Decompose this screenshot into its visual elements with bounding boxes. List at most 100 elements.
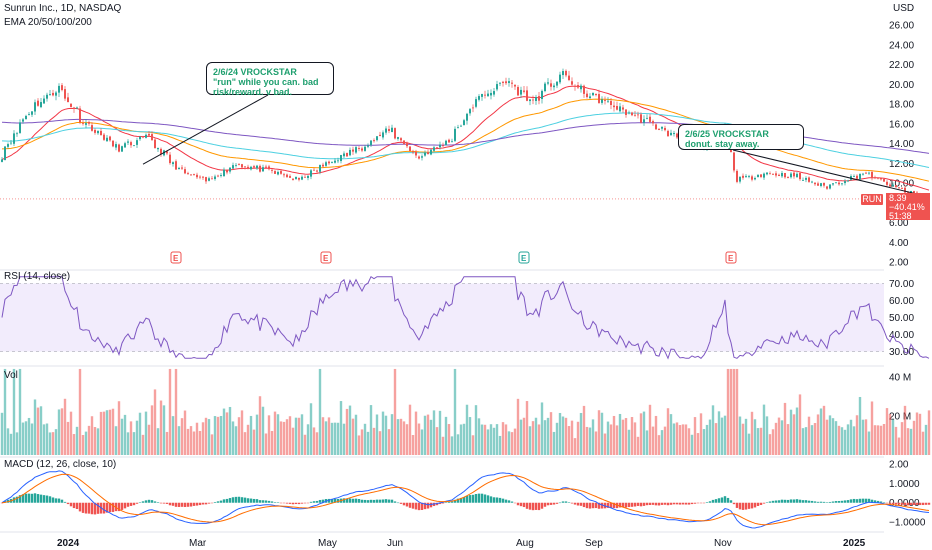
macd-histogram-bar <box>777 500 781 503</box>
macd-histogram-bar <box>624 502 628 508</box>
candle-body <box>226 170 228 173</box>
volume-bar <box>102 411 106 455</box>
annotation-2025[interactable]: 2/6/25 VROCKSTAR donut. stay away. <box>678 124 804 150</box>
candle-body <box>370 140 372 146</box>
volume-bar <box>600 412 604 455</box>
volume-bar <box>855 415 859 455</box>
candle-body <box>658 128 660 130</box>
macd-histogram-bar <box>522 502 526 508</box>
volume-bar <box>705 424 709 455</box>
candle-body <box>265 166 267 168</box>
macd-histogram-bar <box>549 502 553 505</box>
volume-bar <box>210 434 214 455</box>
candle-body <box>538 96 540 101</box>
candle-body <box>361 148 363 151</box>
volume-bar <box>645 430 649 455</box>
volume-bar <box>87 425 91 455</box>
candle-body <box>853 175 855 177</box>
candle-body <box>856 175 858 179</box>
candle-body <box>412 151 414 153</box>
macd-histogram-bar <box>576 502 580 506</box>
candle-body <box>910 190 912 193</box>
time-tick-label: Nov <box>714 538 732 549</box>
macd-histogram-bar <box>492 497 496 503</box>
volume-bar <box>867 431 871 455</box>
macd-histogram-bar <box>117 502 121 512</box>
volume-bar <box>129 421 133 455</box>
macd-histogram-bar <box>519 502 523 507</box>
candle-body <box>247 166 249 169</box>
candle-body <box>535 97 537 101</box>
volume-bar <box>93 427 97 455</box>
candle-body <box>577 85 579 88</box>
volume-bar <box>417 423 421 455</box>
macd-histogram-bar <box>417 502 421 511</box>
macd-histogram-bar <box>393 501 397 503</box>
candle-body <box>586 93 588 98</box>
volume-bar <box>294 417 298 455</box>
macd-histogram-bar <box>678 502 682 505</box>
candle-body <box>793 172 795 177</box>
macd-histogram-bar <box>453 499 457 503</box>
macd-histogram-bar <box>618 502 622 508</box>
volume-bar <box>9 433 13 455</box>
candle-body <box>400 138 402 141</box>
macd-histogram-bar <box>153 501 157 503</box>
volume-bar <box>666 408 670 455</box>
volume-bar <box>318 368 322 455</box>
candle-body <box>847 180 849 182</box>
volume-bar <box>291 427 295 455</box>
volume-bar <box>699 413 703 455</box>
annotation-2024-line: 2/6/24 VROCKSTAR <box>213 67 297 77</box>
time-tick-label: May <box>318 538 337 549</box>
macd-histogram-bar <box>915 502 919 505</box>
volume-bar <box>402 421 406 455</box>
volume-bar <box>759 427 763 455</box>
macd-histogram-bar <box>831 501 835 503</box>
macd-histogram-bar <box>27 493 31 503</box>
candle-body <box>355 147 357 153</box>
macd-histogram-bar <box>672 502 676 505</box>
macd-histogram-bar <box>246 498 250 503</box>
volume-bar <box>135 420 139 455</box>
macd-histogram-bar <box>183 502 187 508</box>
volume-tick-label: 20 M <box>889 411 911 422</box>
volume-bar <box>918 413 922 455</box>
candle-body <box>445 140 447 146</box>
volume-bar <box>747 433 751 455</box>
price-tick-label: 14.00 <box>889 139 914 150</box>
volume-bar <box>363 423 367 455</box>
candle-body <box>253 166 255 168</box>
macd-histogram-bar <box>249 498 253 503</box>
macd-histogram-bar <box>813 501 817 503</box>
time-tick-label: Sep <box>585 538 603 549</box>
macd-histogram-bar <box>168 502 172 506</box>
volume-bar <box>528 426 532 455</box>
time-tick-label: 2024 <box>57 538 80 549</box>
macd-histogram-bar <box>333 498 337 503</box>
volume-bar <box>543 420 547 455</box>
candle-body <box>73 107 75 110</box>
volume-bar <box>168 368 172 455</box>
volume-bar <box>48 432 52 455</box>
macd-histogram-bar <box>447 501 451 503</box>
candle-body <box>457 127 459 129</box>
macd-histogram-bar <box>873 500 877 503</box>
macd-histogram-bar <box>768 501 772 503</box>
volume-bar <box>339 401 343 455</box>
volume-bar <box>849 419 853 455</box>
volume-bar <box>27 417 31 455</box>
candle-body <box>787 176 789 178</box>
candle-body <box>868 172 870 174</box>
macd-histogram-bar <box>795 499 799 503</box>
macd-histogram-bar <box>462 497 466 503</box>
annotation-2024[interactable]: 2/6/24 VROCKSTAR "run" while you can. ba… <box>206 62 334 97</box>
volume-bar <box>636 436 640 455</box>
volume-bar <box>717 411 721 455</box>
candle-body <box>451 141 453 143</box>
macd-histogram-bar <box>681 502 685 505</box>
candle-body <box>478 96 480 100</box>
macd-histogram-bar <box>309 501 313 503</box>
volume-bar <box>108 409 112 455</box>
